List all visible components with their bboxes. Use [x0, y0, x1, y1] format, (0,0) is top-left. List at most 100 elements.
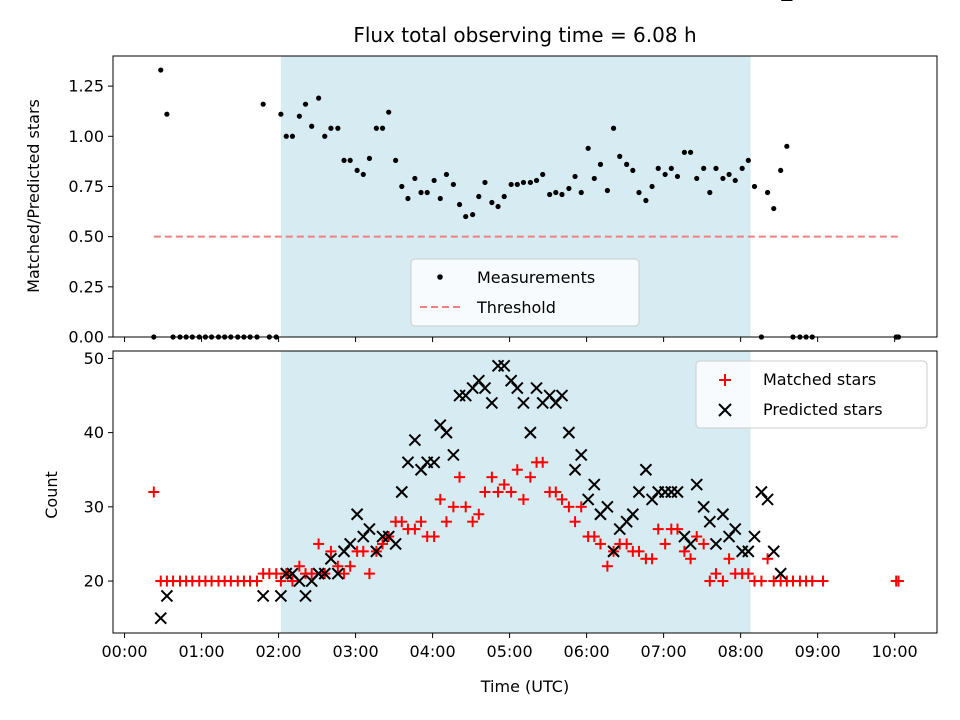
bottom-x-tick-label: 03:00 [333, 642, 379, 661]
matched-star-point [892, 575, 904, 587]
figure-title: Flux total observing time = 6.08 h [353, 23, 696, 47]
top-y-tick-label: 0.25 [68, 277, 104, 296]
predicted-star-point [427, 456, 441, 469]
measurement-point [443, 171, 450, 178]
measurement-point [328, 125, 334, 131]
top-panel: 0.00 0.25 0.50 0.75 1.00 1.25 Matched/Predict… [24, 55, 938, 347]
matched-star-point [659, 538, 671, 550]
matched-star-point [704, 575, 716, 587]
matched-star-point [447, 501, 459, 513]
predicted-star-point [774, 567, 787, 580]
bottom-y-axis-label: Count [42, 471, 61, 519]
measurement-point [508, 181, 514, 188]
matched-star-point [492, 486, 504, 498]
bottom-x-tick-label: 08:00 [718, 642, 764, 661]
matched-star-point [479, 486, 491, 498]
predicted-star-point [601, 500, 614, 514]
measurement-point [260, 101, 266, 107]
measurement-point [636, 189, 642, 196]
measurement-point [278, 111, 284, 117]
predicted-star-point [742, 545, 755, 558]
measurement-point [701, 165, 707, 171]
predicted-star-point [478, 381, 492, 395]
matched-star-point [409, 523, 421, 535]
measurement-point [739, 165, 745, 171]
measurement-point [322, 133, 328, 139]
measurement-point [604, 187, 611, 194]
measurement-point [309, 123, 315, 129]
predicted-star-point [562, 426, 576, 439]
predicted-stars-points [154, 0, 793, 625]
predicted-star-point [370, 545, 383, 558]
predicted-star-point [408, 433, 422, 447]
measurement-point [707, 189, 713, 196]
matched-star-point [633, 545, 645, 557]
measurement-point [360, 171, 366, 178]
matched-star-point [601, 560, 613, 572]
predicted-star-point [607, 545, 620, 558]
bottom-x-tick-label: 02:00 [256, 642, 302, 661]
legend-measurements-label: Measurements [477, 268, 595, 287]
predicted-star-point [690, 478, 703, 491]
x-axis-label: Time (UTC) [480, 677, 569, 696]
measurement-point [566, 185, 572, 192]
predicted-star-point [748, 530, 761, 543]
predicted-star-point [363, 522, 376, 536]
predicted-star-point [575, 448, 588, 462]
matched-star-point [685, 553, 697, 565]
matched-star-point [723, 553, 735, 565]
measurement-point [437, 195, 443, 202]
predicted-star-point [274, 589, 288, 603]
predicted-star-point [485, 396, 499, 410]
measurement-point [649, 183, 655, 190]
measurement-point [674, 173, 681, 180]
matched-star-point [454, 471, 466, 483]
matched-star-point [717, 575, 729, 587]
top-legend-box [410, 258, 640, 327]
legend-matched-label: Matched stars [763, 370, 876, 389]
measurement-points [151, 67, 902, 340]
matched-star-point [569, 516, 581, 528]
measurement-point [296, 113, 302, 119]
matched-star-point [293, 560, 305, 572]
measurement-point [501, 193, 507, 200]
matched-star-point [344, 560, 356, 572]
predicted-star-point [498, 359, 511, 373]
matched-star-point [415, 516, 427, 528]
predicted-star-point [697, 500, 710, 514]
measurement-point [527, 179, 533, 186]
measurement-point [630, 167, 636, 174]
measurement-point [643, 197, 649, 204]
matched-star-point [486, 471, 498, 483]
measurement-point [347, 157, 353, 163]
top-axes-frame [112, 55, 938, 338]
measurement-point [289, 133, 296, 139]
matched-star-point [286, 575, 298, 587]
measurement-point [694, 175, 700, 182]
bottom-x-ticks: 00:00 01:00 02:00 03:00 04:00 05:00 06:00 07:00… [101, 633, 918, 661]
bottom-axes-frame [112, 350, 938, 634]
matched-star-point [377, 538, 389, 550]
measurement-point [418, 189, 424, 196]
matched-star-point [251, 575, 263, 587]
matched-star-point [678, 545, 690, 557]
predicted-star-point [447, 448, 460, 462]
bottom-x-tick-label: 09:00 [795, 642, 841, 661]
matched-star-point [524, 471, 536, 483]
bottom-y-tick-label: 40 [84, 423, 104, 442]
measurement-point [553, 189, 559, 196]
bottom-x-tick-label: 04:00 [410, 642, 456, 661]
matched-star-point [621, 538, 633, 550]
measurement-point [533, 177, 540, 184]
legend-predicted-marker [718, 403, 732, 417]
measurement-point [771, 205, 777, 212]
predicted-star-point [716, 508, 730, 521]
measurement-point [597, 161, 604, 167]
measurement-point [450, 181, 456, 188]
bottom-legend-box [695, 360, 928, 429]
measurement-point [495, 203, 501, 210]
measurement-point [341, 157, 347, 163]
matched-star-point [325, 545, 337, 557]
matched-star-point [460, 501, 472, 513]
